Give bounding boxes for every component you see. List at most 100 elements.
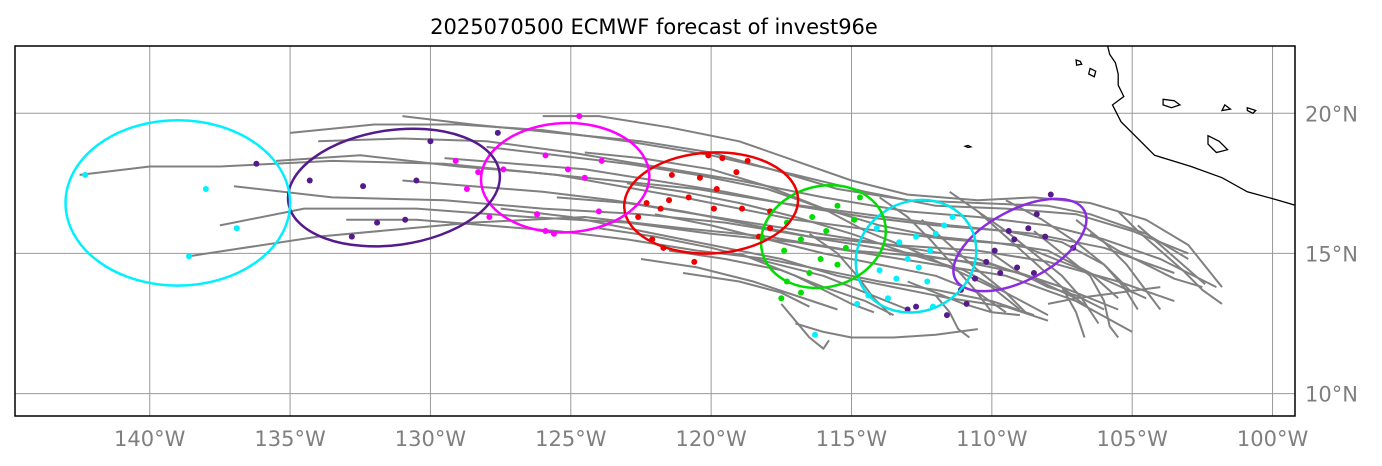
forecast-position-point <box>500 166 507 173</box>
forecast-position-point <box>186 253 193 260</box>
lon-tick-label: 140°W <box>114 427 186 451</box>
forecast-position-point <box>233 225 240 232</box>
forecast-position-point <box>767 225 774 232</box>
forecast-position-point <box>983 258 990 265</box>
forecast-position-point <box>733 169 740 176</box>
forecast-position-point <box>834 202 841 209</box>
lon-tick-label: 110°W <box>956 427 1028 451</box>
forecast-position-point <box>797 236 804 243</box>
forecast-position-point <box>643 199 650 206</box>
forecast-position-point <box>719 155 726 162</box>
ensemble-track <box>682 272 810 308</box>
forecast-position-point <box>542 152 549 159</box>
forecast-position-point <box>427 138 434 145</box>
lat-tick-label: 20°N <box>1305 102 1358 126</box>
forecast-position-point <box>924 278 931 285</box>
forecast-position-point <box>494 129 501 136</box>
forecast-position-point <box>893 275 900 282</box>
coastline <box>963 46 1295 206</box>
forecast-position-point <box>1005 228 1012 234</box>
forecast-position-point <box>253 160 260 167</box>
forecast-position-point <box>812 331 818 338</box>
forecast-position-point <box>904 256 911 263</box>
ensemble-track <box>402 115 1189 260</box>
forecast-position-point <box>1033 211 1040 218</box>
forecast-position-point <box>564 166 571 173</box>
uncertainty-ellipses <box>64 119 1088 314</box>
lon-tick-label: 125°W <box>535 427 607 451</box>
longitude-tick-labels: 140°W 135°W 130°W 125°W 120°W 115°W 110°W 105°W… <box>114 427 1308 451</box>
forecast-position-point <box>997 270 1004 277</box>
forecast-position-point <box>452 157 459 164</box>
ensemble-track <box>626 182 1049 316</box>
plot-area <box>15 46 1295 416</box>
forecast-position-point <box>348 233 355 240</box>
forecast-position-point <box>685 194 692 201</box>
ensemble-track <box>1089 232 1203 289</box>
forecast-position-point <box>781 247 788 254</box>
uncertainty-ellipse <box>854 198 978 314</box>
forecast-position-point <box>823 228 830 234</box>
forecast-position-point <box>991 247 998 254</box>
ensemble-track <box>542 115 1223 288</box>
island-outline <box>1220 103 1233 112</box>
island-outline <box>1207 134 1229 154</box>
ensemble-track <box>977 210 1086 338</box>
forecast-position-point <box>949 213 956 220</box>
forecast-position-point <box>534 211 541 218</box>
uncertainty-ellipse <box>479 121 651 234</box>
forecast-position-point <box>913 233 920 240</box>
ensemble-tracks <box>79 115 1223 350</box>
forecast-position-point <box>691 258 698 265</box>
forecast-position-point <box>972 275 978 282</box>
latitude-tick-labels: 10°N 15°N 20°N <box>1305 102 1358 406</box>
forecast-position-point <box>932 230 939 237</box>
uncertainty-ellipse <box>622 151 800 255</box>
forecast-position-point <box>202 185 209 192</box>
forecast-position-point <box>306 177 313 184</box>
ensemble-track <box>1117 210 1223 305</box>
island-outline <box>1246 106 1257 115</box>
uncertainty-ellipse <box>64 119 292 287</box>
forecast-position-point <box>896 239 903 246</box>
forecast-position-point <box>797 289 804 296</box>
coastline-segment <box>1106 46 1295 206</box>
forecast-position-point <box>82 171 89 178</box>
forecast-position-point <box>1011 236 1018 243</box>
forecast-position-point <box>1042 233 1049 240</box>
forecast-position-point <box>834 261 841 268</box>
forecast-position-point <box>374 219 381 226</box>
ensemble-track <box>233 185 1175 303</box>
ensemble-track <box>486 145 1119 300</box>
ensemble-track <box>1047 286 1161 305</box>
forecast-position-point <box>668 171 675 178</box>
island-outline <box>1087 67 1097 78</box>
forecast-position-point <box>778 295 785 302</box>
forecast-position-point <box>696 174 703 181</box>
plot-border <box>14 45 1296 417</box>
forecast-position-point <box>963 300 970 307</box>
forecast-position-point <box>913 303 920 310</box>
ensemble-track <box>1137 224 1206 286</box>
lon-tick-label: 105°W <box>1097 427 1169 451</box>
forecast-position-point <box>1025 225 1032 232</box>
forecast-position-point <box>402 216 409 223</box>
forecast-position-point <box>842 244 849 251</box>
gridlines <box>15 46 1295 416</box>
forecast-position-point <box>657 205 664 212</box>
forecast-position-point <box>915 264 922 271</box>
ensemble-track <box>795 322 978 339</box>
forecast-position-point <box>856 194 863 201</box>
forecast-position-point <box>904 306 911 313</box>
ensemble-track <box>79 159 1147 300</box>
lon-tick-label: 100°W <box>1237 427 1309 451</box>
forecast-position-point <box>666 197 673 204</box>
forecast-position-point <box>581 174 588 181</box>
lat-tick-label: 10°N <box>1305 383 1358 407</box>
forecast-position-point <box>598 157 605 164</box>
ensemble-track <box>219 207 1133 333</box>
forecast-position-point <box>739 205 746 212</box>
forecast-position-point <box>809 213 816 220</box>
forecast-position-point <box>884 295 891 302</box>
